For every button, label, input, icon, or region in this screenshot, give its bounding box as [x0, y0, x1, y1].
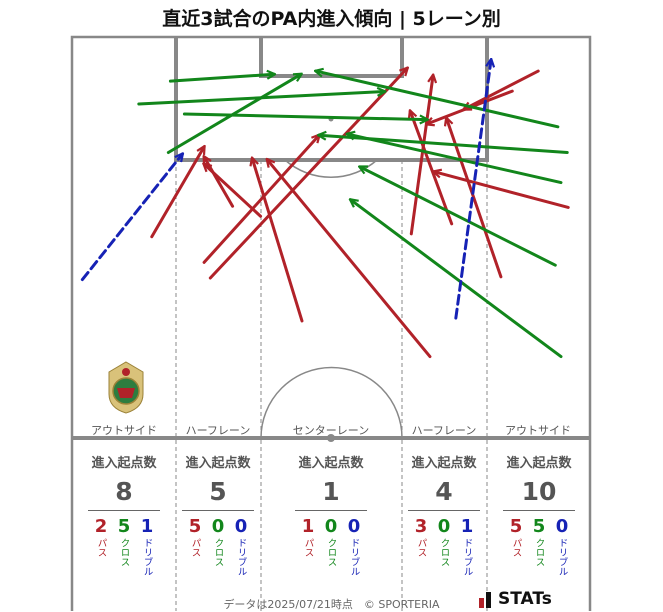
pass-label: パス: [510, 538, 522, 557]
cross-arrow-20: [351, 200, 563, 359]
cross-label: クロス: [118, 538, 130, 567]
stats-header: 進入起点数: [506, 456, 572, 471]
dribble-label: ドリブル: [461, 538, 473, 576]
stats-header: 進入起点数: [185, 456, 251, 471]
data-timestamp-footer: データは2025/07/21時点 © SPORTERIA: [223, 598, 440, 611]
cross-count: 0: [437, 516, 451, 537]
pass-count: 1: [301, 516, 315, 537]
dribble-count: 1: [140, 516, 154, 537]
lane-stats-center: 進入起点数 1 1 パス 0 クロス 0 ドリブル: [295, 452, 367, 576]
cross-arrow-18: [348, 134, 563, 185]
pitch-outline: [70, 35, 592, 611]
center-spot: [327, 434, 335, 442]
cross-arrow-15: [166, 74, 301, 154]
cross-arrow-16: [168, 74, 274, 83]
lane-label-right-halfspace: ハーフレーン: [411, 424, 477, 437]
chart-title: 直近3試合のPA内進入傾向 | 5レーン別: [162, 8, 501, 30]
entry-total: 1: [295, 477, 367, 511]
dribble-arrow-22: [80, 154, 182, 282]
pass-count: 2: [94, 516, 108, 537]
pass-count: 5: [188, 516, 202, 537]
pass-label: パス: [302, 538, 314, 557]
cross-label: クロス: [438, 538, 450, 567]
lane-stats-left-outside: 進入起点数 8 2 パス 5 クロス 1 ドリブル: [88, 452, 160, 576]
pass-label: パス: [95, 538, 107, 557]
pass-count: 5: [509, 516, 523, 537]
pass-count: 3: [414, 516, 428, 537]
dribble-label: ドリブル: [348, 538, 360, 576]
goal-area: [259, 37, 404, 78]
center-circle: [260, 366, 403, 439]
pass-label: パス: [415, 538, 427, 557]
cross-arrow-19: [360, 167, 557, 267]
stats-logo-icon: [479, 592, 491, 608]
lane-stats-right-outside: 進入起点数 10 5 パス 5 クロス 0 ドリブル: [503, 452, 575, 576]
cross-arrow-21: [319, 135, 569, 154]
dribble-count: 0: [347, 516, 361, 537]
pass-arrow-5: [267, 160, 432, 359]
lane-stats-left-halfspace: 進入起点数 5 5 パス 0 クロス 0 ドリブル: [182, 452, 254, 576]
lane-label-left-outside: アウトサイド: [91, 424, 157, 437]
cross-count: 5: [532, 516, 546, 537]
cross-label: クロス: [533, 538, 545, 567]
dribble-count: 1: [460, 516, 474, 537]
cross-label: クロス: [212, 538, 224, 567]
pass-arrow-7: [409, 75, 433, 236]
pass-arrow-0: [150, 147, 204, 239]
pass-arrow-1: [202, 135, 319, 264]
pass-arrow-9: [447, 118, 503, 279]
pass-arrow-12: [464, 69, 540, 109]
pass-arrow-6: [208, 68, 407, 280]
pass-arrow-3: [204, 164, 263, 218]
cross-count: 0: [324, 516, 338, 537]
dribble-count: 0: [234, 516, 248, 537]
stats-header: 進入起点数: [91, 456, 157, 471]
cross-count: 0: [211, 516, 225, 537]
brand-logo-text: STATs: [498, 589, 552, 609]
cross-label: クロス: [325, 538, 337, 567]
pass-arrow-10: [434, 172, 570, 209]
lane-stats-right-halfspace: 進入起点数 4 3 パス 0 クロス 1 ドリブル: [408, 452, 480, 576]
cross-arrow-17: [316, 71, 560, 129]
lane-label-left-halfspace: ハーフレーン: [185, 424, 251, 437]
pass-arrow-2: [204, 157, 235, 208]
entry-total: 4: [408, 477, 480, 511]
pass-arrow-4: [252, 159, 304, 323]
lane-label-right-outside: アウトサイド: [505, 424, 571, 437]
cross-arrow-14: [182, 112, 426, 120]
dribble-label: ドリブル: [141, 538, 153, 576]
pass-arrow-8: [410, 111, 454, 226]
entry-total: 8: [88, 477, 160, 511]
club-crest-icon: [108, 361, 144, 414]
entry-total: 10: [503, 477, 575, 511]
entry-total: 5: [182, 477, 254, 511]
pass-label: パス: [189, 538, 201, 557]
lane-label-center: センターレーン: [292, 424, 370, 437]
stats-header: 進入起点数: [298, 456, 364, 471]
dribble-label: ドリブル: [556, 538, 568, 576]
dribble-count: 0: [555, 516, 569, 537]
dribble-label: ドリブル: [235, 538, 247, 576]
dribble-arrow-23: [454, 60, 491, 320]
stats-header: 進入起点数: [411, 456, 477, 471]
cross-count: 5: [117, 516, 131, 537]
